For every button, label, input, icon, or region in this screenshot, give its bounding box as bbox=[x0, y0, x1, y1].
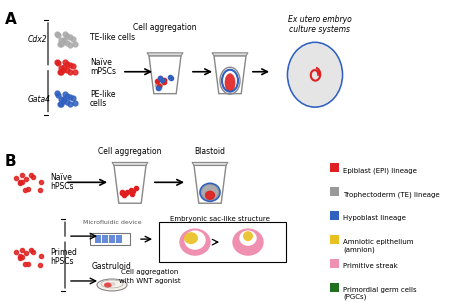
Text: Cell aggregation: Cell aggregation bbox=[133, 23, 197, 32]
Text: Primitive streak: Primitive streak bbox=[343, 263, 398, 269]
Text: Cell aggregation: Cell aggregation bbox=[121, 269, 179, 275]
Text: B: B bbox=[5, 154, 17, 169]
Ellipse shape bbox=[243, 231, 253, 241]
Text: Microfluidic device: Microfluidic device bbox=[82, 220, 141, 225]
Bar bbox=[90, 233, 130, 245]
Bar bbox=[330, 259, 339, 268]
Ellipse shape bbox=[206, 191, 215, 199]
Bar bbox=[330, 211, 339, 220]
Ellipse shape bbox=[110, 282, 116, 286]
Text: Hypoblast lineage: Hypoblast lineage bbox=[343, 215, 406, 221]
Bar bbox=[99, 235, 101, 243]
Text: Trophectoderm (TE) lineage: Trophectoderm (TE) lineage bbox=[343, 191, 439, 198]
Text: Gastruloid: Gastruloid bbox=[92, 262, 132, 271]
Ellipse shape bbox=[104, 282, 112, 288]
Ellipse shape bbox=[180, 229, 210, 255]
Bar bbox=[109, 235, 112, 243]
Text: Naïve: Naïve bbox=[90, 58, 112, 67]
Ellipse shape bbox=[97, 279, 127, 291]
Text: A: A bbox=[5, 12, 17, 27]
Ellipse shape bbox=[201, 184, 219, 200]
Text: Embryonic sac-like structure: Embryonic sac-like structure bbox=[170, 216, 270, 222]
Bar bbox=[330, 187, 339, 196]
Text: Primordial germ cells: Primordial germ cells bbox=[343, 287, 417, 293]
Text: Naïve: Naïve bbox=[50, 173, 72, 182]
Text: with WNT agonist: with WNT agonist bbox=[119, 278, 181, 284]
Bar bbox=[330, 163, 339, 172]
Bar bbox=[330, 235, 339, 244]
Text: (PGCs): (PGCs) bbox=[343, 294, 366, 300]
Text: (amnion): (amnion) bbox=[343, 246, 375, 252]
Text: TE-like cells: TE-like cells bbox=[90, 33, 135, 42]
Text: Cdx2: Cdx2 bbox=[28, 35, 47, 44]
FancyBboxPatch shape bbox=[159, 222, 286, 262]
Ellipse shape bbox=[233, 229, 263, 255]
Bar bbox=[116, 235, 119, 243]
Polygon shape bbox=[112, 162, 148, 165]
Text: Blastoid: Blastoid bbox=[194, 147, 226, 156]
Ellipse shape bbox=[184, 232, 198, 244]
Text: Gata4: Gata4 bbox=[28, 95, 51, 104]
Bar bbox=[102, 235, 105, 243]
Text: hPSCs: hPSCs bbox=[50, 256, 73, 265]
Bar bbox=[95, 235, 98, 243]
Text: hPSCs: hPSCs bbox=[50, 182, 73, 191]
Polygon shape bbox=[212, 53, 248, 56]
Ellipse shape bbox=[225, 74, 235, 92]
Polygon shape bbox=[147, 53, 183, 56]
Polygon shape bbox=[192, 162, 228, 165]
Bar bbox=[330, 283, 339, 292]
Text: culture systems: culture systems bbox=[290, 25, 350, 34]
Text: Cell aggregation: Cell aggregation bbox=[98, 147, 162, 156]
Text: Ex utero embryo: Ex utero embryo bbox=[288, 15, 352, 24]
Text: mPSCs: mPSCs bbox=[90, 67, 116, 76]
Text: PE-like: PE-like bbox=[90, 90, 116, 99]
Text: Primed: Primed bbox=[50, 248, 77, 257]
Ellipse shape bbox=[240, 231, 256, 245]
Ellipse shape bbox=[185, 231, 205, 249]
Bar bbox=[119, 235, 122, 243]
Bar bbox=[106, 235, 108, 243]
Text: Amniotic epithelium: Amniotic epithelium bbox=[343, 239, 413, 245]
Ellipse shape bbox=[289, 43, 341, 106]
Text: Epiblast (EPI) lineage: Epiblast (EPI) lineage bbox=[343, 167, 417, 174]
Text: cells: cells bbox=[90, 99, 107, 108]
Bar bbox=[112, 235, 115, 243]
